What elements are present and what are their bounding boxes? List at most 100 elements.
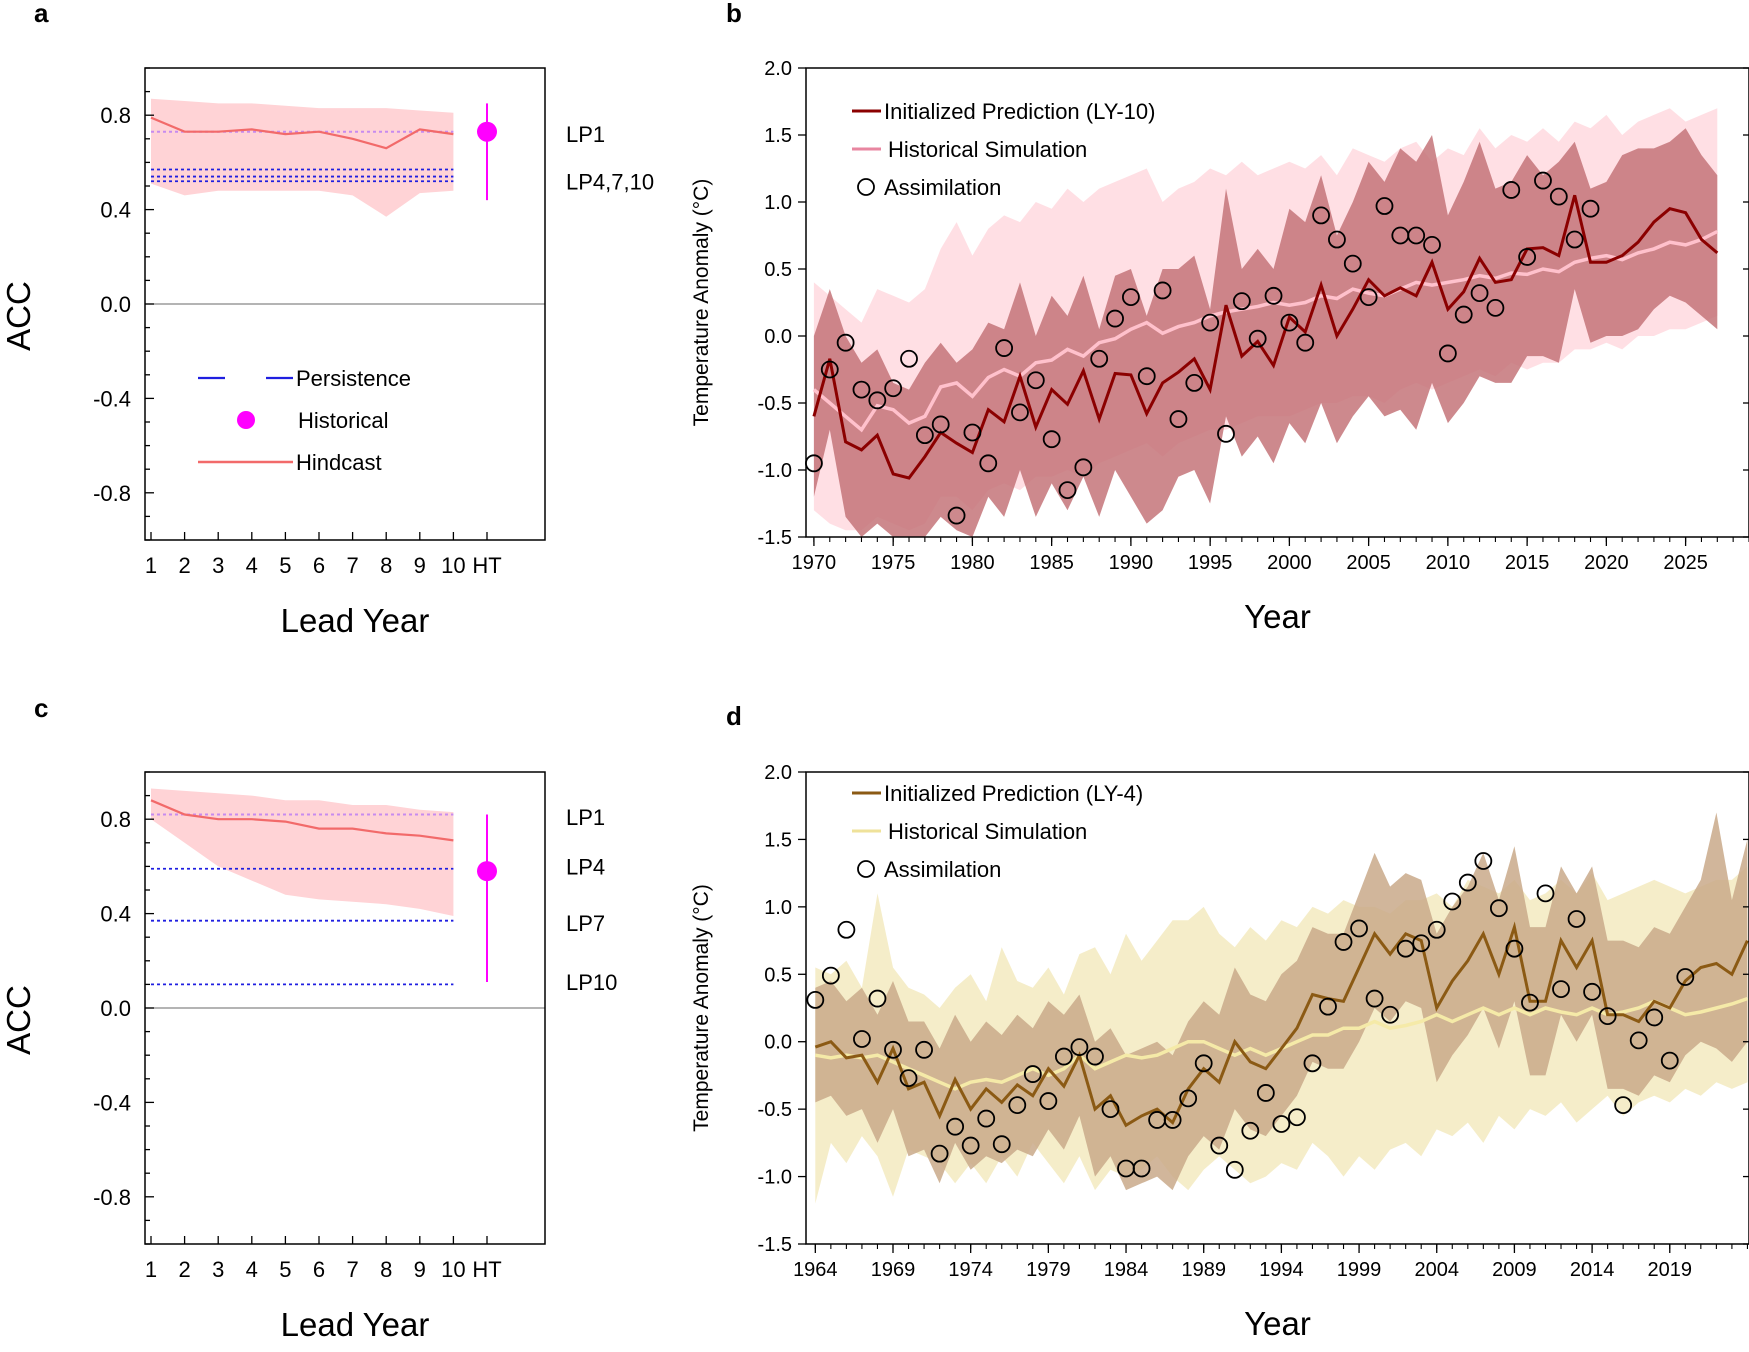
lp-label: LP4: [566, 854, 605, 879]
x-tick-label: 1: [145, 1257, 157, 1282]
assimilation-point: [1201, 313, 1220, 332]
y-tick-label: 1.5: [764, 125, 792, 147]
x-tick-label: 2014: [1570, 1259, 1615, 1281]
assimilation-point: [1521, 993, 1539, 1012]
assimilation-point: [1070, 1038, 1089, 1057]
y-tick-label: 2.0: [764, 58, 792, 80]
x-tick-label: 8: [380, 553, 392, 578]
x-tick-label: 7: [346, 553, 358, 578]
initialized-prediction-line: [814, 921, 1749, 1128]
assimilation-point: [1011, 403, 1029, 422]
assimilation-point: [1396, 939, 1415, 958]
x-tick-label: 6: [313, 553, 325, 578]
panel-c-acc-chart: 0.8 0.4 0.0 -0.4 -0.8 1 2 3 4 5 6 7 8 9 10 HT Lead Year A…: [0, 771, 617, 1343]
assimilation-point: [1303, 1054, 1322, 1073]
lp-label: LP1: [566, 122, 605, 147]
historical-simulation-line: [812, 229, 1719, 433]
assimilation-point: [1023, 1065, 1042, 1083]
x-tick-label: 4: [246, 1257, 258, 1282]
x-tick-label: 1: [145, 553, 157, 578]
x-tick-label: 1984: [1104, 1259, 1149, 1281]
assimilation-point: [868, 391, 887, 410]
assimilation-point: [1106, 309, 1124, 328]
x-axis-label: Year: [1244, 598, 1311, 635]
x-tick-label: 1995: [1188, 552, 1233, 574]
legend-assimilation-label: Assimilation: [884, 175, 1001, 200]
x-tick-label: 2015: [1505, 552, 1550, 574]
panel-a-acc-chart: 0.8 0.4 0.0 -0.4 -0.8 1 2 3 4 5 6 7 8 9 10 HT Lead Year A…: [0, 67, 654, 639]
assimilation-point: [946, 1117, 965, 1136]
assimilation-point: [1194, 1054, 1213, 1073]
assimilation-point: [1264, 286, 1283, 305]
assimilation-point: [1101, 1100, 1120, 1119]
assimilation-point: [836, 333, 855, 352]
panel-label-b: b: [726, 0, 742, 28]
initialized-prediction-line: [812, 194, 1719, 480]
x-tick-label: 9: [414, 1257, 426, 1282]
y-tick-label: -0.5: [758, 1099, 792, 1121]
legend-initialized-label: Initialized Prediction (LY-4): [884, 781, 1143, 806]
x-tick-label: 3: [212, 553, 224, 578]
assimilation-point: [806, 991, 825, 1009]
x-tick-label: HT: [472, 553, 501, 578]
assimilation-point: [1350, 919, 1368, 938]
assimilation-point: [1334, 933, 1353, 951]
assimilation-point: [1359, 288, 1378, 307]
hindcast-line: [150, 116, 454, 150]
assimilation-point: [992, 1135, 1011, 1154]
assimilation-point: [915, 426, 934, 445]
assimilation-point: [1567, 910, 1586, 928]
assimilation-point: [979, 454, 998, 473]
y-axis-label: ACC: [0, 281, 37, 351]
legend-historical-label: Historical Simulation: [888, 137, 1087, 162]
y-tick-label: 0.0: [100, 996, 131, 1021]
lp-label: LP10: [566, 970, 617, 995]
assimilation-point: [963, 423, 982, 442]
y-tick-label: -1.0: [758, 460, 792, 482]
legend-historical-label: Historical Simulation: [888, 819, 1087, 844]
y-tick-label: -0.4: [93, 1090, 131, 1115]
historical-point: [477, 121, 497, 142]
x-tick-label: 2005: [1346, 552, 1391, 574]
assimilation-point: [1454, 305, 1473, 324]
x-tick-label: 2010: [1426, 552, 1471, 574]
x-tick-label: 2009: [1492, 1259, 1537, 1281]
x-tick-label: 7: [346, 1257, 358, 1282]
assimilation-point: [1505, 939, 1524, 958]
assimilation-point: [1086, 1047, 1104, 1066]
x-tick-label: 1980: [950, 552, 995, 574]
assimilation-point: [1132, 1159, 1151, 1178]
y-tick-label: 1.0: [764, 897, 792, 919]
x-tick-label: 1975: [871, 552, 916, 574]
assimilation-point: [947, 506, 966, 525]
assimilation-point: [837, 920, 856, 939]
lp-label: LP1: [566, 805, 605, 830]
plot-frame: [805, 771, 1749, 1245]
hindcast-uncertainty-band: [151, 98, 454, 217]
x-axis-label: Lead Year: [281, 1306, 430, 1343]
x-axis-label: Lead Year: [281, 602, 430, 639]
assimilation-point: [1312, 206, 1330, 225]
lp-label: LP7: [566, 911, 605, 936]
assimilation-point: [852, 380, 871, 399]
assimilation-point: [1486, 298, 1505, 317]
y-tick-label: 0.0: [764, 1032, 792, 1054]
assimilation-point: [884, 379, 903, 398]
legend-historical-swatch: [237, 411, 255, 429]
initialized-spread-band: [815, 812, 1748, 1191]
y-tick-label: -1.5: [758, 527, 792, 549]
x-tick-label: 4: [246, 553, 258, 578]
historical-point: [477, 861, 497, 882]
assimilation-point: [1328, 230, 1346, 249]
assimilation-point: [1121, 288, 1140, 307]
assimilation-point: [1343, 254, 1362, 273]
y-tick-label: -1.0: [758, 1167, 792, 1189]
y-tick-label: 0.4: [100, 198, 131, 223]
y-tick-label: 0.8: [100, 807, 131, 832]
assimilation-point: [1552, 980, 1570, 999]
x-tick-label: 9: [414, 553, 426, 578]
y-tick-label: 1.5: [764, 829, 792, 851]
assimilation-point: [1536, 884, 1555, 903]
